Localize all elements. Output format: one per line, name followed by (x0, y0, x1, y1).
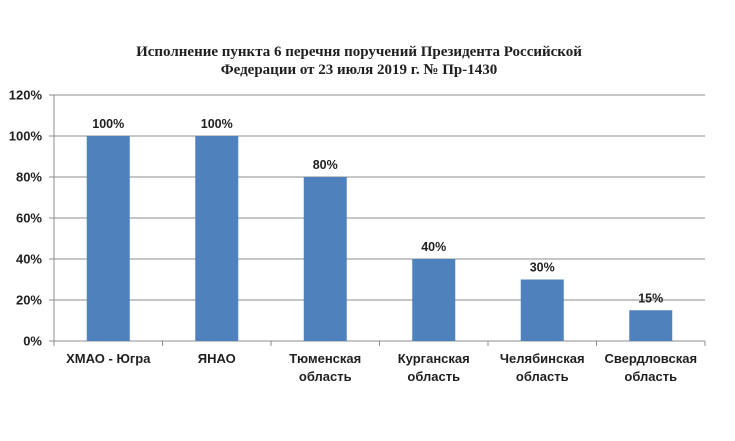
bar (303, 177, 347, 341)
bar (629, 310, 673, 341)
bars (86, 136, 673, 341)
data-label: 100% (92, 117, 124, 131)
chart-title: Исполнение пункта 6 перечня поручений Пр… (136, 44, 582, 78)
gridlines (54, 94, 705, 301)
category-label: ХМАО - Югра (66, 351, 151, 366)
chart-title-line: Исполнение пункта 6 перечня поручений Пр… (136, 44, 582, 60)
y-tick-label: 0% (23, 334, 42, 349)
y-tick-label: 60% (16, 211, 42, 226)
category-label: Тюменская (289, 351, 361, 366)
category-label: Курганская (398, 351, 470, 366)
category-label: область (516, 369, 569, 384)
data-label: 30% (530, 261, 555, 275)
bar (86, 136, 130, 341)
category-label: область (624, 369, 677, 384)
y-tick-label: 120% (9, 88, 43, 103)
data-label: 100% (201, 117, 233, 131)
category-label: ЯНАО (198, 351, 236, 366)
data-labels: 100% 100% 80% 40% 30% 15% (92, 117, 663, 305)
x-axis-category-labels: ХМАО - Югра ЯНАО Тюменская область Курганска… (66, 351, 697, 384)
data-label: 80% (313, 158, 338, 172)
axes (49, 94, 706, 346)
bar (195, 136, 239, 341)
bar (412, 259, 456, 341)
chart-title-line: Федерации от 23 июля 2019 г. № Пр-1430 (221, 62, 498, 78)
y-tick-label: 20% (16, 293, 42, 308)
category-label: Свердловская (604, 351, 697, 366)
data-label: 40% (421, 240, 446, 254)
bar (520, 279, 564, 341)
y-tick-label: 100% (9, 129, 43, 144)
y-tick-label: 40% (16, 252, 42, 267)
category-label: Челябинская (500, 351, 585, 366)
category-label: область (407, 369, 460, 384)
y-axis-tick-labels: 0% 20% 40% 60% 80% 100% 120% (9, 88, 43, 349)
category-label: область (299, 369, 352, 384)
data-label: 15% (638, 291, 663, 305)
y-tick-label: 80% (16, 170, 42, 185)
